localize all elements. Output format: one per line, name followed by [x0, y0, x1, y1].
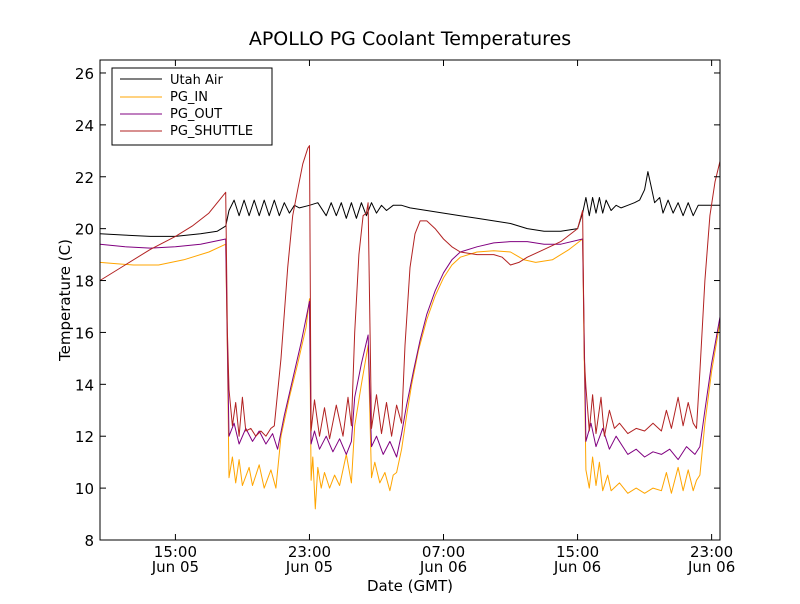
- series-line-pg-shuttle: [99, 145, 721, 440]
- y-tick-label: 24: [75, 117, 94, 135]
- series-line-pg-in: [99, 238, 721, 510]
- x-tick-label-date: Jun 05: [151, 558, 199, 576]
- chart-title: APOLLO PG Coolant Temperatures: [249, 28, 571, 50]
- series-line-utah-air: [99, 171, 720, 237]
- plot-border: [99, 59, 721, 541]
- x-axis-label: Date (GMT): [367, 577, 453, 595]
- x-tick-label-date: Jun 06: [419, 558, 467, 576]
- x-tick-label-date: Jun 05: [285, 558, 333, 576]
- x-tick-label-time: 23:00: [288, 543, 331, 561]
- legend-label-utah-air: Utah Air: [170, 73, 223, 88]
- x-tick-label-time: 23:00: [690, 543, 733, 561]
- y-tick-label: 26: [75, 65, 94, 83]
- x-tick-label-time: 15:00: [556, 543, 599, 561]
- legend: Utah Air PG_IN PG_OUT PG_SHUTTLE: [111, 67, 273, 146]
- y-axis-label: Temperature (C): [56, 239, 74, 362]
- legend-box: [111, 67, 273, 146]
- y-tick-label: 22: [75, 169, 94, 187]
- x-tick-label-time: 07:00: [422, 543, 465, 561]
- legend-label-pg-out: PG_OUT: [170, 107, 222, 122]
- y-tick-label: 10: [75, 480, 94, 498]
- y-tick-label: 18: [75, 273, 94, 291]
- series-line-pg-out: [99, 238, 721, 461]
- x-tick-label-date: Jun 06: [553, 558, 601, 576]
- series-layer: [99, 145, 721, 510]
- y-tick-label: 8: [84, 532, 94, 550]
- y-tick-label: 16: [75, 324, 94, 342]
- x-tick-label-date: Jun 06: [687, 558, 735, 576]
- legend-label-pg-in: PG_IN: [170, 90, 208, 105]
- x-tick-label-time: 15:00: [154, 543, 197, 561]
- y-tick-label: 20: [75, 221, 94, 239]
- y-tick-label: 14: [75, 376, 94, 394]
- legend-label-pg-shuttle: PG_SHUTTLE: [170, 124, 253, 139]
- y-tick-label: 12: [75, 428, 94, 446]
